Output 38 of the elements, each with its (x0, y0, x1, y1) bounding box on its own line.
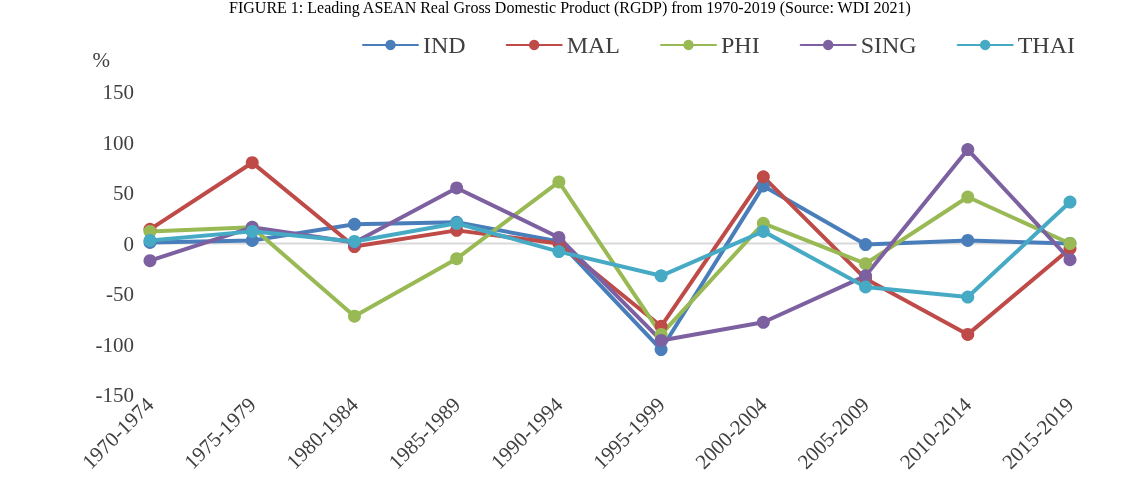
point (347, 217, 361, 231)
y-tick-label: 100 (102, 130, 134, 155)
point (552, 245, 566, 259)
legend-label: IND (423, 32, 466, 58)
y-tick-label: 0 (123, 231, 134, 256)
legend-label: THAI (1017, 32, 1076, 58)
y-axis-title: % (92, 47, 110, 72)
point (859, 238, 873, 252)
point (961, 290, 975, 304)
legend-label: SING (860, 32, 917, 58)
legend-label: MAL (566, 32, 621, 58)
point (450, 181, 464, 195)
point (756, 224, 770, 238)
point (245, 224, 259, 238)
point (756, 170, 770, 184)
point (859, 257, 873, 271)
point (961, 190, 975, 204)
legend-label: PHI (721, 32, 760, 58)
point (961, 233, 975, 247)
y-tick-label: 50 (113, 181, 134, 205)
point (552, 175, 566, 189)
point (552, 230, 566, 244)
point (654, 333, 668, 347)
point (347, 309, 361, 323)
y-tick-label: -100 (95, 332, 134, 357)
point (654, 269, 668, 283)
point (245, 156, 259, 170)
point (859, 280, 873, 294)
point (143, 254, 157, 268)
point (1063, 253, 1077, 267)
point (961, 143, 975, 157)
point (1063, 195, 1077, 209)
chart-title: FIGURE 1: Leading ASEAN Real Gross Domestic Product (RGDP) from 1970-2019 (Source: WDI 2021) (229, 0, 911, 17)
point (450, 252, 464, 266)
point (756, 315, 770, 329)
y-tick-label: 150 (102, 80, 134, 104)
point (961, 327, 975, 341)
y-tick-label: -50 (106, 282, 134, 306)
